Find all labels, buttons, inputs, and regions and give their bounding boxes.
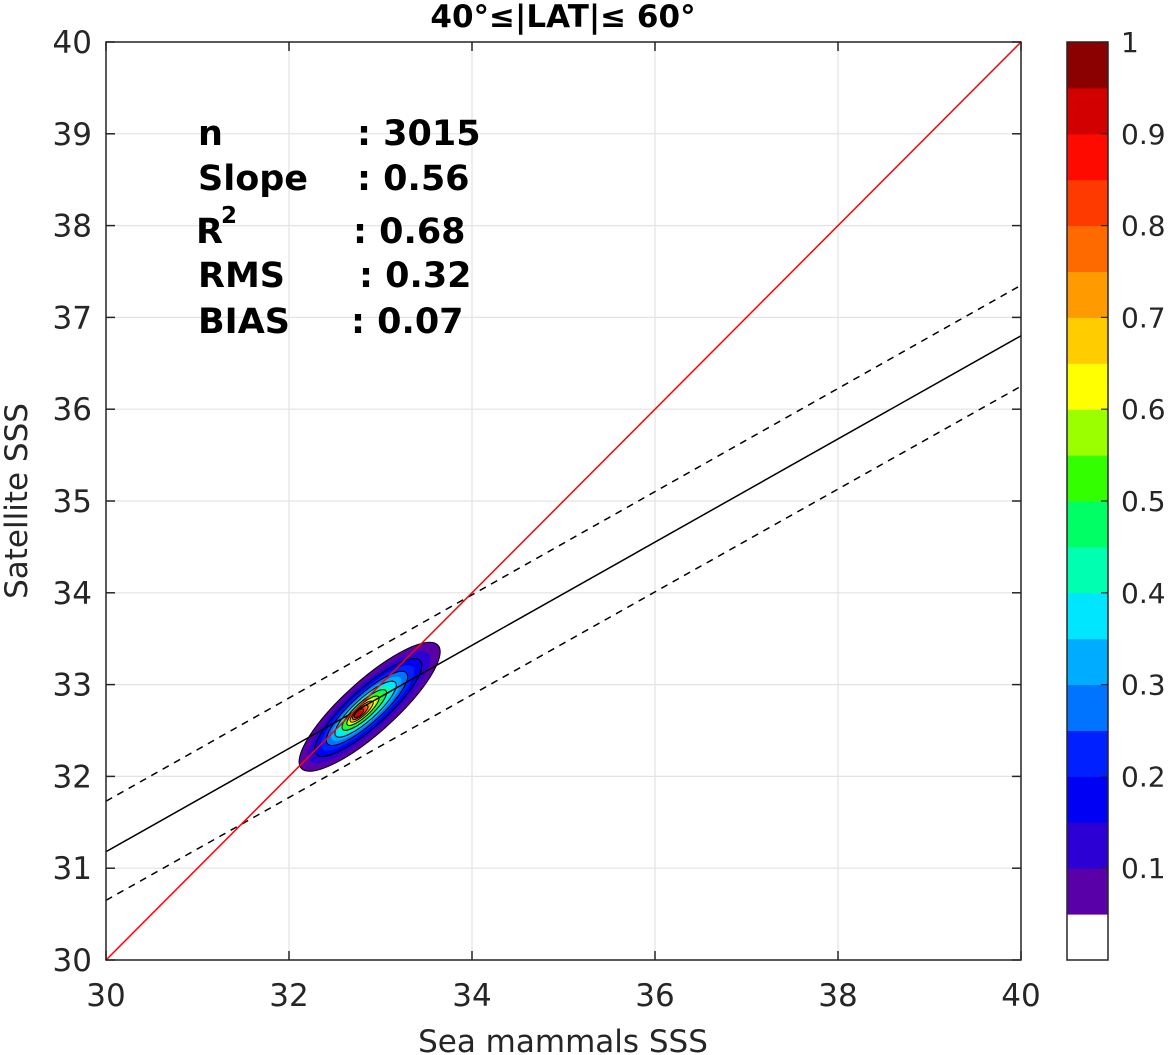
x-axis-label: Sea mammals SSS	[418, 1024, 708, 1055]
colorbar-segment	[1067, 87, 1108, 135]
colorbar-segment	[1067, 684, 1108, 731]
colorbar-tick-label: 1	[1121, 26, 1139, 59]
y-axis-label: Satellite SSS	[0, 403, 35, 599]
x-tick-label: 32	[269, 978, 308, 1014]
upper-bound-dashed-line	[106, 284, 1021, 802]
x-tick-label: 36	[635, 978, 674, 1014]
colorbar-segment	[1067, 225, 1108, 272]
colorbar-tick-label: 0.1	[1121, 852, 1166, 885]
x-tick-label: 38	[818, 978, 857, 1014]
stat-n-label: n	[198, 114, 223, 154]
colorbar-tick-label: 0.8	[1121, 210, 1166, 243]
x-axis-ticks: 30 32 34 36 38 40	[86, 42, 1041, 1014]
lower-bound-dashed-line	[106, 385, 1021, 901]
colorbar-tick-label: 0.4	[1121, 577, 1166, 610]
colorbar-tick-label: 0.3	[1121, 669, 1166, 702]
density-contour-level	[355, 710, 362, 717]
colorbar-segment	[1067, 776, 1108, 823]
y-tick-label: 33	[53, 668, 92, 704]
stat-bias-label: BIAS	[198, 302, 290, 342]
colorbar-tick-label: 0.2	[1121, 760, 1166, 793]
colorbar-segment	[1067, 501, 1108, 548]
fit-lines	[106, 42, 1021, 960]
colorbar-segment	[1067, 638, 1108, 686]
stat-r2-value: : 0.68	[353, 212, 466, 252]
colorbar-tick-label: 0.5	[1121, 485, 1166, 518]
colorbar-segment	[1067, 42, 1108, 89]
colorbar-segment	[1067, 455, 1108, 502]
y-tick-label: 36	[53, 392, 92, 428]
stat-n-value: : 3015	[357, 114, 481, 154]
regression-line	[106, 335, 1021, 853]
y-tick-label: 34	[53, 576, 92, 612]
colorbar-segment	[1067, 409, 1108, 456]
stat-rms-label: RMS	[198, 256, 285, 296]
statistics-box: n : 3015 Slope : 0.56 R 2 : 0.68 RMS : 0…	[196, 114, 481, 342]
grid-lines	[105, 41, 1022, 961]
colorbar-segment	[1067, 868, 1108, 915]
y-tick-label: 32	[53, 759, 92, 795]
colorbar-segment	[1067, 822, 1108, 869]
colorbar-segment	[1067, 317, 1108, 364]
y-tick-label: 40	[53, 25, 92, 61]
colorbar-tick-label: 0.7	[1121, 301, 1166, 334]
y-tick-label: 38	[53, 209, 92, 245]
density-contours	[298, 641, 441, 772]
colorbar-segment	[1067, 133, 1108, 181]
y-axis-ticks: 30 31 32 33 34 35 36 37 38 39 40	[53, 25, 1021, 979]
colorbar-segment	[1067, 363, 1108, 410]
y-tick-label: 39	[53, 117, 92, 153]
chart-title: 40°≤|LAT|≤ 60°	[430, 0, 695, 35]
colorbar-tick-label: 0.9	[1121, 118, 1166, 151]
colorbar-segment	[1067, 914, 1108, 961]
stat-r2-label: R	[196, 212, 223, 252]
stat-slope-value: : 0.56	[357, 159, 470, 199]
y-tick-label: 31	[53, 851, 92, 887]
colorbar-tick-label: 0.6	[1121, 393, 1166, 426]
stat-r2-superscript: 2	[221, 203, 237, 229]
y-tick-label: 35	[53, 484, 92, 520]
x-tick-label: 30	[86, 978, 125, 1014]
stat-bias-value: : 0.07	[351, 302, 464, 342]
x-tick-label: 34	[452, 978, 491, 1014]
colorbar-segment	[1067, 271, 1108, 318]
x-tick-label: 40	[1001, 978, 1040, 1014]
colorbar-segment	[1067, 730, 1108, 777]
stat-rms-value: : 0.32	[359, 256, 472, 296]
y-tick-label: 30	[53, 943, 92, 979]
stat-slope-label: Slope	[198, 159, 308, 199]
y-tick-label: 37	[53, 300, 92, 336]
colorbar: 0.1 0.2 0.3 0.4 0.5 0.6 0.7 0.8 0.9 1	[1066, 26, 1166, 961]
colorbar-segment	[1067, 592, 1108, 640]
colorbar-segment	[1067, 546, 1108, 594]
one-to-one-line	[106, 42, 1021, 960]
colorbar-segment	[1067, 179, 1108, 227]
